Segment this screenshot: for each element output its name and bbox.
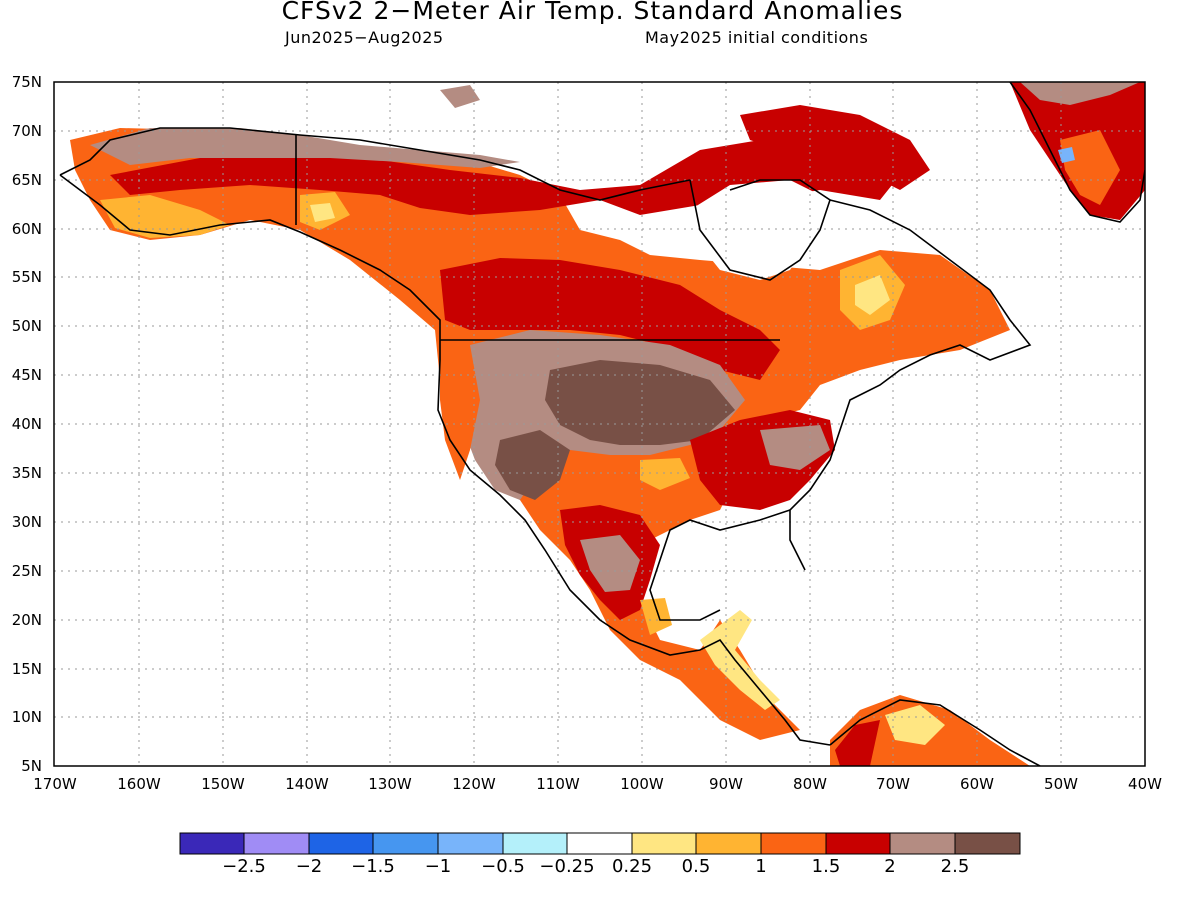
colorbar-swatch [825, 832, 891, 855]
graticule [54, 82, 1145, 766]
lat-label: 75N [11, 73, 42, 91]
colorbar-swatch [372, 832, 439, 855]
anomaly-region [100, 195, 230, 238]
forecast-period: Jun2025−Aug2025 [285, 28, 444, 47]
lon-label: 170W [33, 775, 77, 793]
lat-label: 35N [11, 464, 42, 482]
lon-label: 100W [620, 775, 664, 793]
colorbar-label: −1.5 [351, 856, 395, 877]
colorbar-label: −2.5 [222, 856, 266, 877]
colorbar-swatch [889, 832, 956, 855]
colorbar-label: −2 [295, 856, 323, 877]
lat-label: 55N [11, 268, 42, 286]
map-title: CFSv2 2−Meter Air Temp. Standard Anomali… [281, 0, 904, 25]
lat-label: 60N [11, 220, 42, 238]
anomaly-region [700, 610, 780, 710]
anomaly-region [545, 360, 735, 445]
lat-label: 5N [21, 757, 42, 775]
anomaly-field [54, 82, 1145, 766]
colorbar-label: 2 [884, 856, 896, 877]
anomaly-region [885, 705, 945, 745]
lat-label: 45N [11, 366, 42, 384]
lat-label: 15N [11, 660, 42, 678]
anomaly-region [1060, 130, 1120, 205]
colorbar-swatch [695, 832, 762, 855]
anomaly-region [440, 258, 780, 380]
colorbar-label: −1 [424, 856, 452, 877]
initial-conditions: May2025 initial conditions [645, 28, 869, 47]
colorbar-swatch [954, 832, 1021, 855]
lat-label: 30N [11, 513, 42, 531]
lat-label: 25N [11, 562, 42, 580]
anomaly-region [580, 535, 640, 592]
lat-label: 70N [11, 122, 42, 140]
colorbar-label: −0.5 [481, 856, 525, 877]
lat-label: 40N [11, 415, 42, 433]
anomaly-region [760, 425, 830, 470]
anomaly-region [440, 345, 480, 480]
colorbar-label: −0.25 [539, 856, 595, 877]
lat-label: 65N [11, 171, 42, 189]
lon-label: 120W [452, 775, 496, 793]
colorbar-swatch [631, 832, 697, 855]
lon-label: 40W [1128, 775, 1162, 793]
colorbar-swatch [566, 832, 633, 855]
anomaly-region [640, 458, 690, 490]
lon-label: 50W [1044, 775, 1078, 793]
lon-label: 60W [960, 775, 994, 793]
anomaly-region [495, 430, 570, 500]
coastlines [59, 82, 1145, 766]
anomaly-region [310, 203, 335, 222]
anomaly-region [855, 275, 890, 315]
lon-label: 110W [536, 775, 580, 793]
colorbar-swatch [308, 832, 374, 855]
lon-label: 70W [876, 775, 910, 793]
anomaly-region [740, 105, 930, 190]
colorbar-swatch [179, 832, 245, 855]
anomaly-region [640, 598, 672, 635]
colorbar-swatch [760, 832, 827, 855]
anomaly-region [90, 128, 520, 168]
lat-label: 10N [11, 708, 42, 726]
colorbar-label: 0.5 [681, 856, 711, 877]
anomaly-region [1058, 147, 1075, 163]
map-frame [53, 81, 1146, 767]
colorbar-label: 2.5 [940, 856, 970, 877]
colorbar-swatch [502, 832, 568, 855]
hudson-bay [690, 180, 830, 280]
lon-label: 90W [709, 775, 743, 793]
colorbar-label: 1 [755, 856, 767, 877]
lon-label: 160W [117, 775, 161, 793]
colorbar [179, 832, 1021, 855]
colorbar-swatch [437, 832, 504, 855]
lat-label: 50N [11, 317, 42, 335]
lat-label: 20N [11, 611, 42, 629]
anomaly-region [835, 720, 880, 766]
anomaly-region [1020, 82, 1140, 105]
colorbar-swatch [243, 832, 310, 855]
colorbar-label: 0.25 [611, 856, 653, 877]
lon-label: 80W [793, 775, 827, 793]
lon-label: 130W [368, 775, 412, 793]
lon-label: 140W [285, 775, 329, 793]
anomaly-region [440, 85, 480, 108]
anomaly-region [110, 140, 900, 215]
colorbar-label: 1.5 [811, 856, 841, 877]
lon-label: 150W [201, 775, 245, 793]
